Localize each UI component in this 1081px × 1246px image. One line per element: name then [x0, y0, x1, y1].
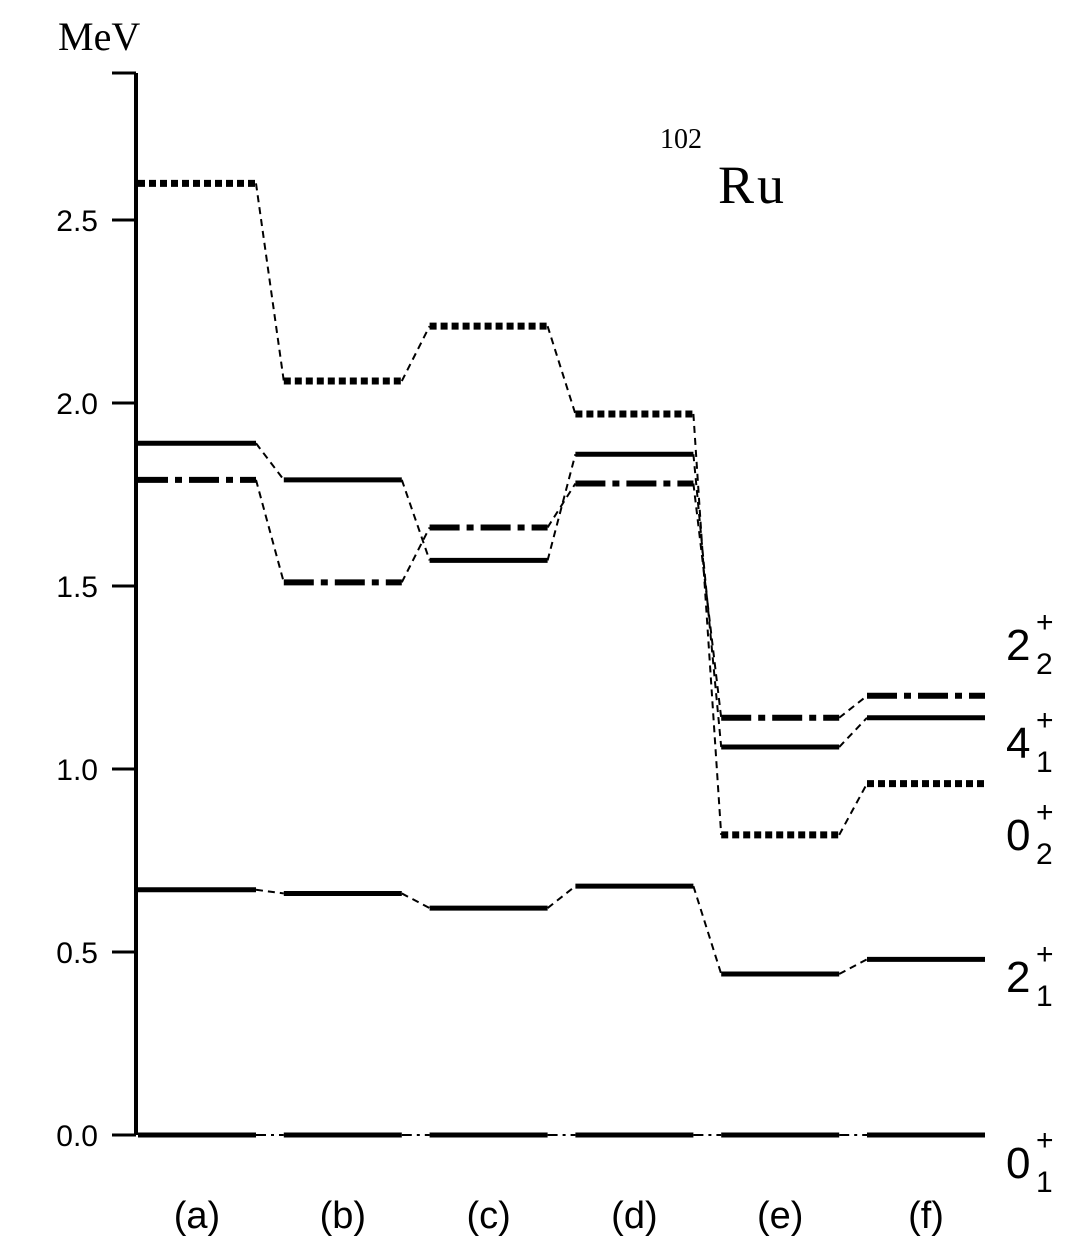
category-label: (c) [466, 1195, 510, 1237]
level-label-parity: + [1036, 938, 1054, 971]
level-connector-2_1 [692, 885, 723, 975]
level-connector-4_1 [692, 454, 723, 748]
level-connector-0_2 [546, 325, 577, 415]
level-connector-2_2 [546, 482, 577, 528]
level-connector-4_1 [255, 442, 285, 481]
level-connector-2_1 [838, 958, 868, 975]
category-label: (e) [757, 1195, 803, 1237]
level-connector-2_2 [692, 483, 723, 718]
level-label-spin: 2 [1006, 953, 1030, 1002]
y-axis-title: MeV [58, 14, 140, 59]
level-label-index: 2 [1036, 648, 1053, 681]
y-tick-label: 1.0 [56, 754, 98, 787]
level-connector-2_1 [546, 885, 577, 909]
level-connector-2_2 [255, 479, 285, 583]
y-tick-label: 0.0 [56, 1120, 98, 1153]
y-tick-label: 2.5 [56, 205, 98, 238]
connector-lines [255, 183, 868, 1136]
level-label-index: 1 [1036, 746, 1053, 779]
category-label: (a) [174, 1195, 220, 1237]
level-label-spin: 0 [1006, 811, 1030, 860]
level-connector-2_2 [400, 526, 431, 583]
level-connector-0_2 [838, 783, 868, 836]
nucleus-element-symbol: Ru [718, 155, 787, 215]
level-connector-0_2 [692, 413, 723, 835]
level-connector-0_2 [255, 183, 285, 382]
labels: MeV 102 Ru (a) (b) (c) (d) (e) (f)0 +12 +10 +24 +… [58, 14, 1054, 1237]
level-connector-2_2 [838, 695, 868, 719]
y-tick-label: 1.5 [56, 571, 98, 604]
level-label-index: 1 [1036, 1166, 1053, 1199]
level-label-spin: 2 [1006, 621, 1030, 670]
y-tick-label: 2.0 [56, 388, 98, 421]
level-label-2_2: 2 +2 [1006, 606, 1054, 681]
level-label-2_1: 2 +1 [1006, 938, 1054, 1013]
nucleus-mass-number: 102 [660, 124, 702, 155]
category-label: (b) [320, 1195, 366, 1237]
energy-levels [138, 179, 985, 1138]
category-label: (d) [611, 1195, 657, 1237]
level-connector-2_1 [255, 888, 284, 895]
level-connector-4_1 [400, 479, 431, 561]
level-label-spin: 0 [1006, 1139, 1030, 1188]
y-axis: 0.0 0.5 1.0 1.5 2.0 2.5 [56, 71, 138, 1153]
level-connector-4_1 [838, 717, 868, 748]
y-tick-label: 0.5 [56, 937, 98, 970]
level-label-index: 1 [1036, 980, 1053, 1013]
level-label-parity: + [1036, 704, 1054, 737]
level-label-0_1: 0 +1 [1006, 1124, 1054, 1199]
level-connector-2_1 [401, 892, 431, 909]
level-label-parity: + [1036, 606, 1054, 639]
level-label-spin: 4 [1006, 719, 1030, 768]
level-label-parity: + [1036, 1124, 1054, 1157]
level-label-index: 2 [1036, 838, 1053, 871]
level-label-parity: + [1036, 796, 1054, 829]
level-connector-0_2 [400, 325, 431, 382]
category-label: (f) [908, 1195, 944, 1237]
level-label-0_2: 0 +2 [1006, 796, 1054, 871]
level-label-4_1: 4 +1 [1006, 704, 1054, 779]
